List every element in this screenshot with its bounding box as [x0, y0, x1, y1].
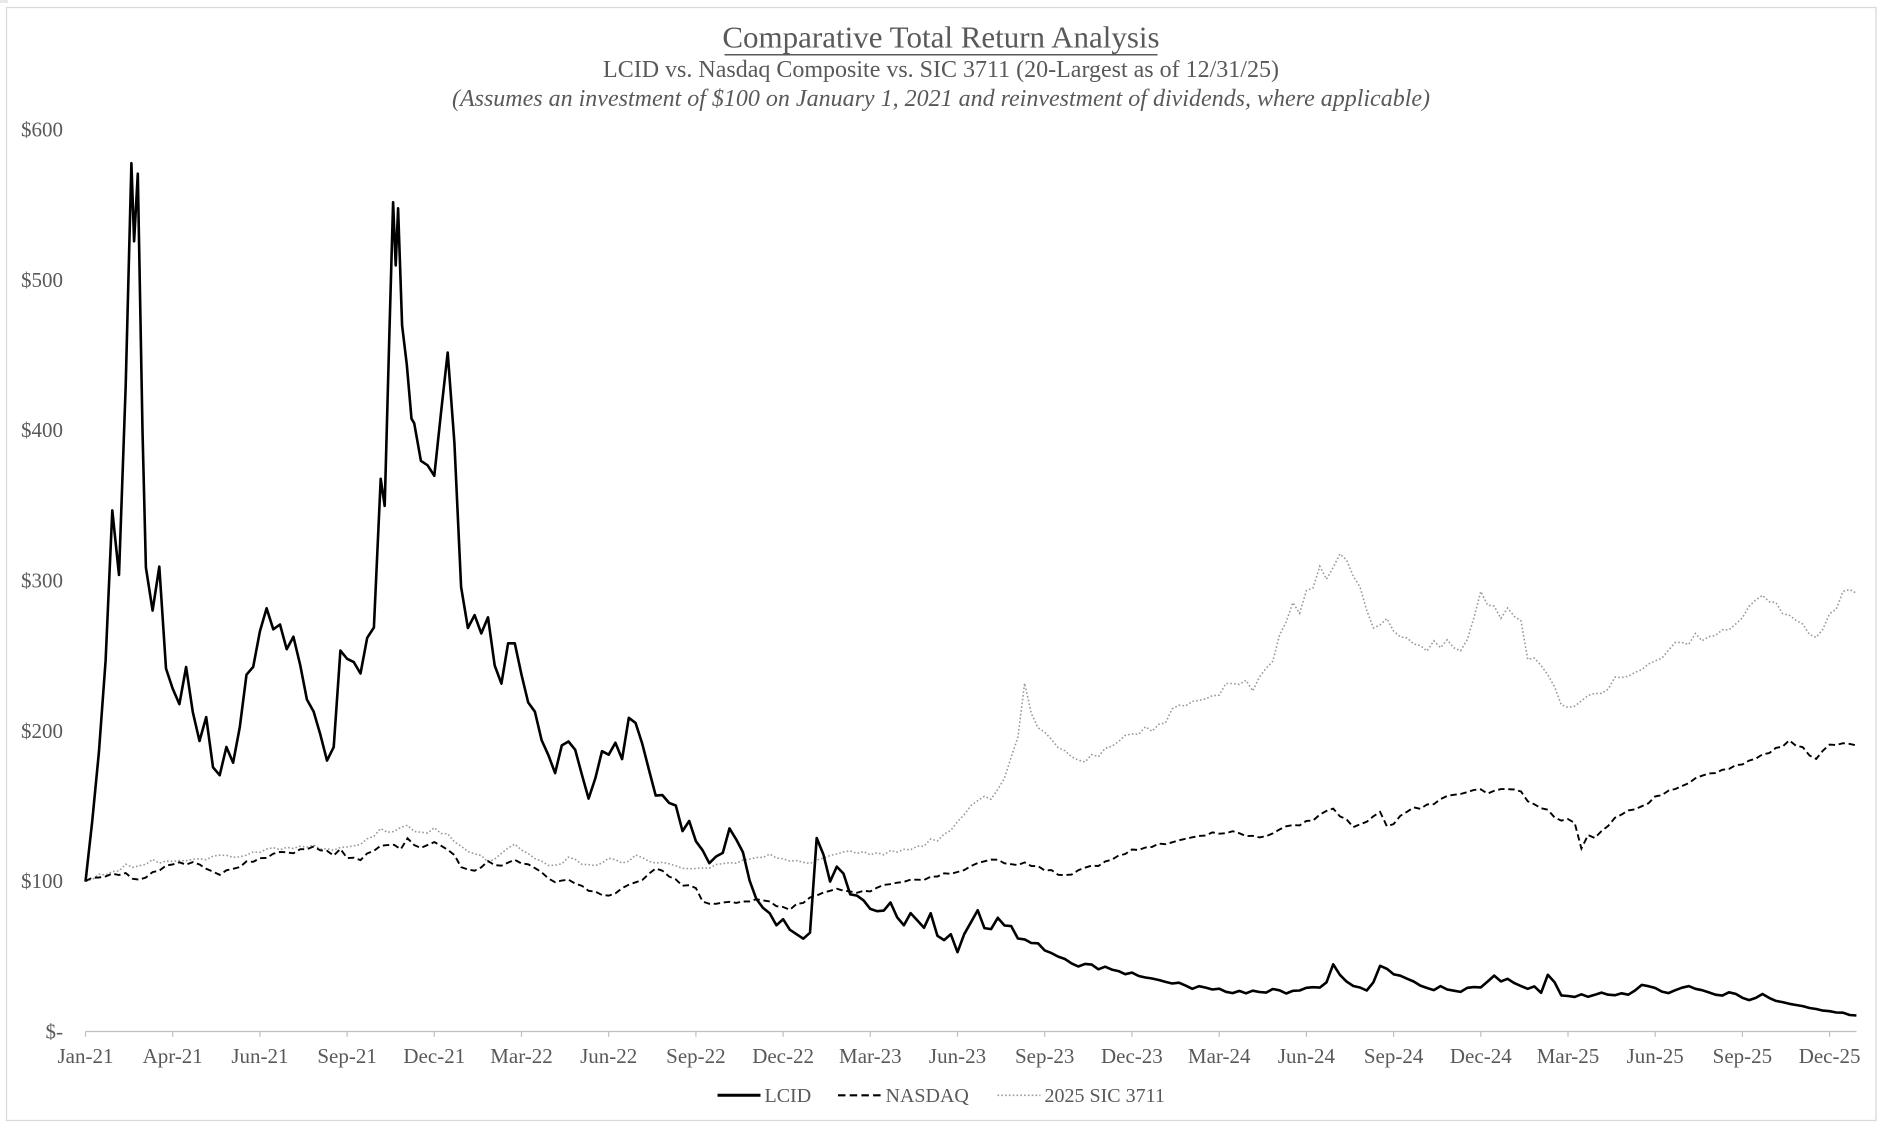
svg-text:$500: $500 [21, 268, 63, 292]
svg-text:Dec-25: Dec-25 [1799, 1044, 1861, 1068]
svg-text:$100: $100 [21, 869, 63, 893]
svg-text:2025 SIC 3711: 2025 SIC 3711 [1045, 1085, 1165, 1107]
svg-text:Mar-23: Mar-23 [839, 1044, 902, 1068]
svg-text:Dec-21: Dec-21 [403, 1044, 465, 1068]
svg-text:Jun-23: Jun-23 [929, 1044, 986, 1068]
svg-text:$300: $300 [21, 569, 63, 593]
svg-text:LCID vs. Nasdaq Composite vs.: LCID vs. Nasdaq Composite vs. SIC 3711 (… [603, 57, 1279, 83]
svg-text:Jun-22: Jun-22 [580, 1044, 637, 1068]
svg-text:Mar-25: Mar-25 [1537, 1044, 1600, 1068]
svg-text:Jun-24: Jun-24 [1278, 1044, 1336, 1068]
svg-text:Jun-25: Jun-25 [1627, 1044, 1684, 1068]
svg-text:Sep-25: Sep-25 [1713, 1044, 1773, 1068]
svg-text:Apr-21: Apr-21 [143, 1044, 203, 1068]
svg-text:NASDAQ: NASDAQ [886, 1085, 970, 1107]
svg-text:(Assumes an investment of $100: (Assumes an investment of $100 on Januar… [452, 86, 1430, 112]
svg-text:Sep-24: Sep-24 [1364, 1044, 1424, 1068]
svg-text:Sep-23: Sep-23 [1015, 1044, 1075, 1068]
svg-text:$600: $600 [21, 118, 63, 142]
svg-text:Jan-21: Jan-21 [58, 1044, 114, 1068]
svg-text:Dec-23: Dec-23 [1101, 1044, 1163, 1068]
svg-text:Dec-24: Dec-24 [1450, 1044, 1512, 1068]
svg-text:Dec-22: Dec-22 [752, 1044, 814, 1068]
svg-text:$400: $400 [21, 418, 63, 442]
svg-text:Sep-22: Sep-22 [666, 1044, 726, 1068]
svg-text:Mar-22: Mar-22 [490, 1044, 553, 1068]
svg-text:Comparative Total Return Analy: Comparative Total Return Analysis [722, 20, 1159, 55]
svg-text:$-: $- [46, 1019, 64, 1043]
svg-text:Jun-21: Jun-21 [231, 1044, 288, 1068]
svg-text:Mar-24: Mar-24 [1188, 1044, 1251, 1068]
svg-text:LCID: LCID [765, 1085, 812, 1107]
svg-text:Sep-21: Sep-21 [317, 1044, 377, 1068]
svg-text:$200: $200 [21, 719, 63, 743]
